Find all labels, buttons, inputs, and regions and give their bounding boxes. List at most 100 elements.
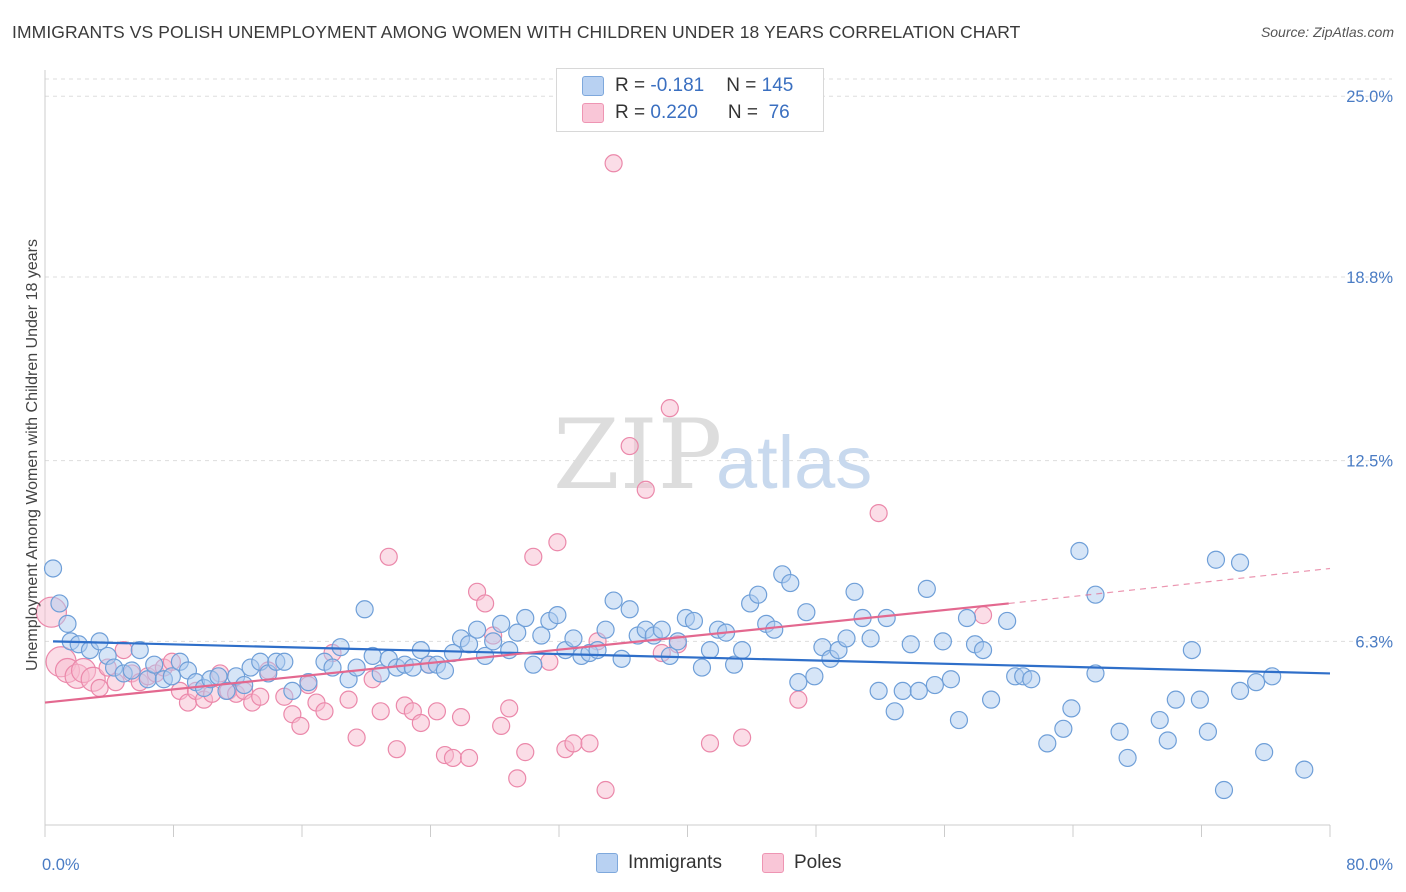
data-point-immigrants	[564, 629, 583, 648]
data-point-immigrants	[43, 559, 63, 578]
trend-line-poles-extension	[1008, 567, 1331, 605]
data-point-poles	[411, 713, 430, 733]
data-point-immigrants	[467, 620, 487, 639]
data-point-immigrants	[845, 582, 864, 601]
data-point-poles	[604, 154, 623, 173]
watermark-zip: ZIP	[553, 399, 722, 511]
data-point-immigrants	[1214, 780, 1234, 800]
data-point-immigrants	[1150, 710, 1169, 730]
data-point-immigrants	[1247, 673, 1266, 692]
data-point-immigrants	[1295, 760, 1314, 779]
data-point-immigrants	[524, 655, 543, 674]
data-point-immigrants	[435, 661, 455, 680]
data-point-poles	[516, 743, 535, 762]
data-point-immigrants	[700, 640, 720, 660]
data-point-immigrants	[1206, 550, 1226, 569]
data-point-poles	[620, 436, 639, 456]
immigrants-label: Immigrants	[628, 852, 722, 873]
data-point-poles	[733, 728, 752, 747]
data-point-poles	[973, 606, 993, 625]
data-point-immigrants	[508, 623, 527, 642]
legend-item-immigrants[interactable]: Immigrants	[596, 852, 722, 874]
data-point-poles	[443, 748, 463, 768]
data-point-poles	[90, 678, 109, 698]
source-label: Source: ZipAtlas.com	[1260, 24, 1394, 40]
trend-lines	[44, 567, 1331, 704]
legend-item-poles[interactable]: Poles	[762, 852, 842, 874]
data-point-immigrants	[1038, 734, 1057, 753]
data-point-immigrants	[933, 632, 952, 651]
data-point-immigrants	[949, 710, 969, 730]
data-point-immigrants	[893, 681, 912, 701]
data-point-poles	[660, 399, 679, 418]
data-point-immigrants	[998, 611, 1017, 631]
data-point-immigrants	[1022, 670, 1041, 689]
data-point-poles	[869, 503, 888, 523]
legend-n-label: N =	[727, 102, 764, 123]
data-point-immigrants	[1190, 690, 1209, 709]
data-point-immigrants	[765, 620, 784, 639]
data-point-immigrants	[917, 579, 936, 598]
legend-n-value: 145	[761, 75, 794, 96]
data-point-poles	[347, 728, 366, 747]
data-point-immigrants	[162, 667, 181, 686]
data-point-immigrants	[1054, 719, 1073, 738]
data-point-immigrants	[283, 681, 302, 701]
data-point-poles	[476, 594, 495, 613]
legend-r-value: -0.181	[650, 75, 705, 96]
data-point-poles	[548, 533, 567, 552]
data-point-poles	[315, 702, 334, 721]
data-point-immigrants	[1070, 541, 1089, 561]
data-point-poles	[379, 547, 398, 566]
data-point-immigrants	[1158, 731, 1177, 750]
chart-title: IMMIGRANTS VS POLISH UNEMPLOYMENT AMONG …	[12, 22, 1021, 42]
legend-row-poles: R = 0.220 N = 76	[582, 101, 790, 125]
axes	[44, 70, 1331, 837]
data-point-immigrants	[1086, 664, 1105, 683]
data-point-immigrants	[620, 600, 639, 619]
legend-row-immigrants: R = -0.181 N = 145	[582, 74, 794, 98]
data-point-poles	[451, 708, 471, 727]
data-point-immigrants	[217, 681, 236, 701]
y-tick-label: 25.0%	[1346, 88, 1393, 106]
data-point-poles	[636, 480, 655, 499]
data-point-immigrants	[403, 658, 422, 677]
legend-swatch-poles	[582, 103, 604, 123]
trend-line-immigrants	[53, 640, 1331, 675]
data-point-immigrants	[692, 658, 712, 677]
x-tick-label: 80.0%	[1346, 856, 1393, 874]
data-point-immigrants	[299, 673, 318, 692]
grid-lines	[45, 78, 1392, 642]
stats-legend: R = -0.181 N = 145 R = 0.220 N = 76	[556, 68, 824, 132]
legend-r-value: 0.220	[650, 102, 698, 123]
data-point-immigrants	[909, 681, 928, 701]
data-point-immigrants	[789, 673, 808, 692]
data-point-immigrants	[122, 661, 141, 680]
data-point-immigrants	[869, 681, 888, 701]
data-point-immigrants	[1230, 681, 1250, 701]
legend-n-value: 76	[763, 102, 790, 123]
data-point-immigrants	[901, 635, 920, 654]
trend-line-poles	[44, 602, 1009, 704]
data-point-immigrants	[1062, 699, 1081, 718]
data-point-immigrants	[885, 702, 904, 721]
poles-label: Poles	[794, 852, 842, 873]
data-point-immigrants	[548, 606, 567, 625]
data-point-immigrants	[805, 667, 824, 686]
data-point-immigrants	[684, 611, 704, 631]
y-tick-label: 12.5%	[1346, 453, 1393, 471]
data-point-immigrants	[532, 626, 551, 645]
data-point-immigrants	[1118, 748, 1137, 768]
data-point-immigrants	[58, 614, 77, 633]
data-point-poles	[427, 702, 447, 721]
legend-r-label: R =	[615, 102, 651, 123]
data-point-immigrants	[1230, 553, 1250, 572]
data-point-poles	[291, 716, 310, 735]
legend-r-label: R =	[615, 75, 651, 96]
data-point-immigrants	[235, 675, 254, 695]
data-point-immigrants	[781, 573, 800, 593]
poles-swatch	[762, 853, 784, 873]
data-point-immigrants	[347, 658, 366, 677]
data-point-immigrants	[981, 690, 1001, 709]
